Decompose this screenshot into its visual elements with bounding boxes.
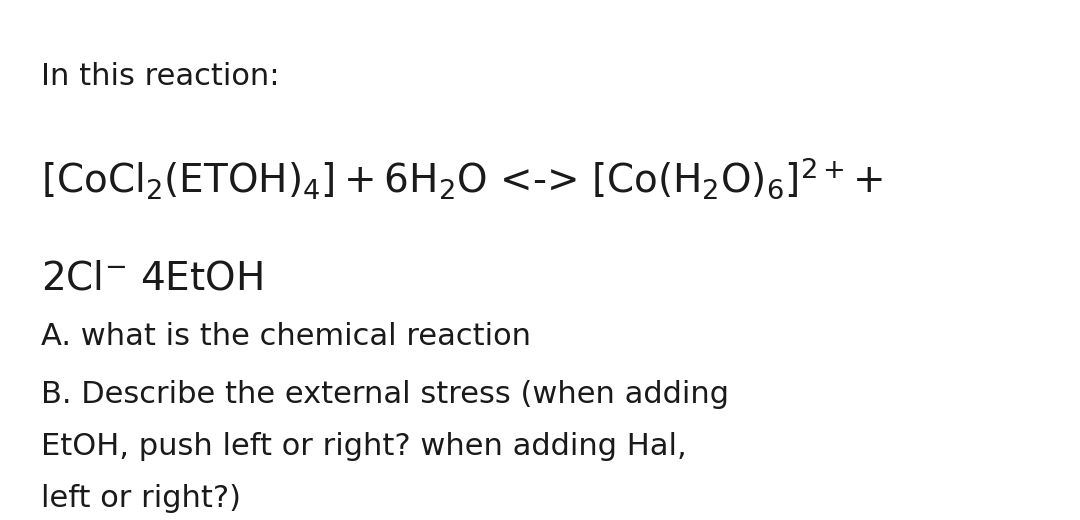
Text: B. Describe the external stress (when adding: B. Describe the external stress (when ad… [41, 380, 729, 409]
Text: $\mathdefault{2Cl^{-}}$ 4EtOH: $\mathdefault{2Cl^{-}}$ 4EtOH [41, 260, 262, 298]
Text: EtOH, push left or right? when adding Hal,: EtOH, push left or right? when adding Ha… [41, 432, 687, 461]
Text: left or right?): left or right?) [41, 484, 241, 513]
Text: A. what is the chemical reaction: A. what is the chemical reaction [41, 322, 531, 352]
Text: $\mathdefault{[CoCl_2(ETOH)_4] + 6H_2O}$ <-> $\mathdefault{[Co(H_2O)_6]^{2+}}$$\: $\mathdefault{[CoCl_2(ETOH)_4] + 6H_2O}$… [41, 156, 882, 201]
Text: In this reaction:: In this reaction: [41, 62, 280, 92]
